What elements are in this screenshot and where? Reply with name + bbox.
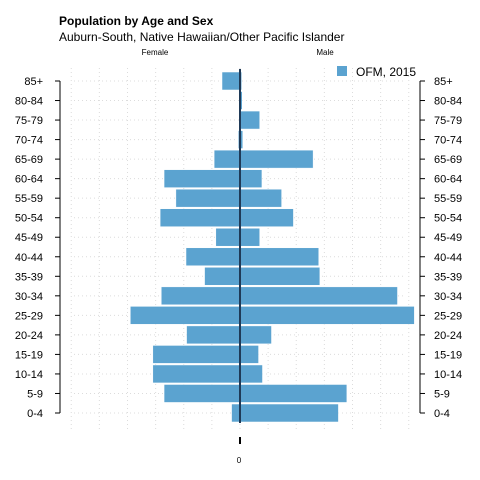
age-label-left: 0-4 bbox=[27, 408, 43, 420]
bar-female bbox=[204, 267, 241, 286]
age-label-right: 15-19 bbox=[434, 349, 462, 361]
age-label-left: 60-64 bbox=[15, 174, 43, 186]
age-label-right: 45-49 bbox=[434, 232, 462, 244]
bar-female bbox=[213, 149, 241, 169]
age-label-right: 40-44 bbox=[434, 252, 462, 264]
bar-male bbox=[239, 306, 415, 325]
age-label-right: 10-14 bbox=[434, 369, 462, 381]
age-label-right: 65-69 bbox=[434, 154, 462, 166]
age-label-left: 65-69 bbox=[15, 154, 43, 166]
age-label-left: 35-39 bbox=[15, 271, 43, 283]
bar-female bbox=[152, 364, 241, 384]
bar-male bbox=[239, 208, 294, 227]
age-label-left: 5-9 bbox=[27, 388, 43, 400]
bar-female bbox=[231, 403, 241, 423]
age-label-left: 20-24 bbox=[15, 330, 43, 342]
bar-female bbox=[163, 169, 241, 188]
age-label-right: 85+ bbox=[434, 76, 453, 88]
age-label-right: 25-29 bbox=[434, 310, 462, 322]
age-label-left: 55-59 bbox=[15, 193, 43, 205]
age-label-left: 80-84 bbox=[15, 96, 43, 108]
age-label-left: 25-29 bbox=[15, 310, 43, 322]
age-label-right: 50-54 bbox=[434, 213, 462, 225]
age-label-right: 70-74 bbox=[434, 135, 462, 147]
bar-male bbox=[239, 228, 260, 247]
bar-male bbox=[239, 247, 319, 266]
age-label-right: 0-4 bbox=[434, 408, 450, 420]
bar-male bbox=[239, 286, 398, 306]
age-label-left: 70-74 bbox=[15, 135, 43, 147]
bar-female bbox=[175, 188, 241, 208]
age-label-right: 5-9 bbox=[434, 388, 450, 400]
age-label-left: 75-79 bbox=[15, 115, 43, 127]
bar-female bbox=[152, 345, 241, 364]
bar-female bbox=[159, 208, 241, 227]
bar-female bbox=[163, 384, 241, 403]
age-label-left: 30-34 bbox=[15, 291, 43, 303]
male-side-label: Male bbox=[316, 48, 334, 57]
bar-male bbox=[239, 384, 348, 403]
legend-swatch bbox=[337, 66, 347, 76]
age-label-right: 35-39 bbox=[434, 271, 462, 283]
chart-title: Population by Age and Sex bbox=[59, 14, 214, 28]
bar-male bbox=[239, 110, 260, 130]
age-label-left: 50-54 bbox=[15, 213, 43, 225]
female-side-label: Female bbox=[142, 48, 169, 57]
x-tick-label: 0 bbox=[237, 456, 242, 465]
bar-female bbox=[215, 228, 241, 247]
age-label-right: 80-84 bbox=[434, 96, 462, 108]
bar-female bbox=[186, 325, 241, 345]
age-label-right: 75-79 bbox=[434, 115, 462, 127]
bar-male bbox=[239, 325, 272, 345]
age-label-left: 15-19 bbox=[15, 349, 43, 361]
bar-male bbox=[239, 267, 321, 286]
bar-female bbox=[185, 247, 241, 266]
bar-female bbox=[161, 286, 241, 306]
age-label-left: 85+ bbox=[24, 76, 43, 88]
bar-female bbox=[130, 306, 241, 325]
bar-male bbox=[239, 149, 314, 169]
age-label-right: 55-59 bbox=[434, 193, 462, 205]
age-label-right: 30-34 bbox=[434, 291, 462, 303]
age-label-right: 60-64 bbox=[434, 174, 462, 186]
age-label-left: 10-14 bbox=[15, 369, 43, 381]
chart-subtitle: Auburn-South, Native Hawaiian/Other Paci… bbox=[59, 30, 345, 44]
legend-label: OFM, 2015 bbox=[356, 65, 416, 79]
age-label-left: 40-44 bbox=[15, 252, 43, 264]
bar-male bbox=[239, 169, 263, 188]
age-label-left: 45-49 bbox=[15, 232, 43, 244]
bar-female bbox=[221, 71, 241, 91]
bar-male bbox=[239, 403, 339, 423]
bar-male bbox=[239, 188, 282, 208]
bar-male bbox=[239, 345, 259, 364]
age-label-right: 20-24 bbox=[434, 330, 462, 342]
bar-male bbox=[239, 364, 263, 384]
